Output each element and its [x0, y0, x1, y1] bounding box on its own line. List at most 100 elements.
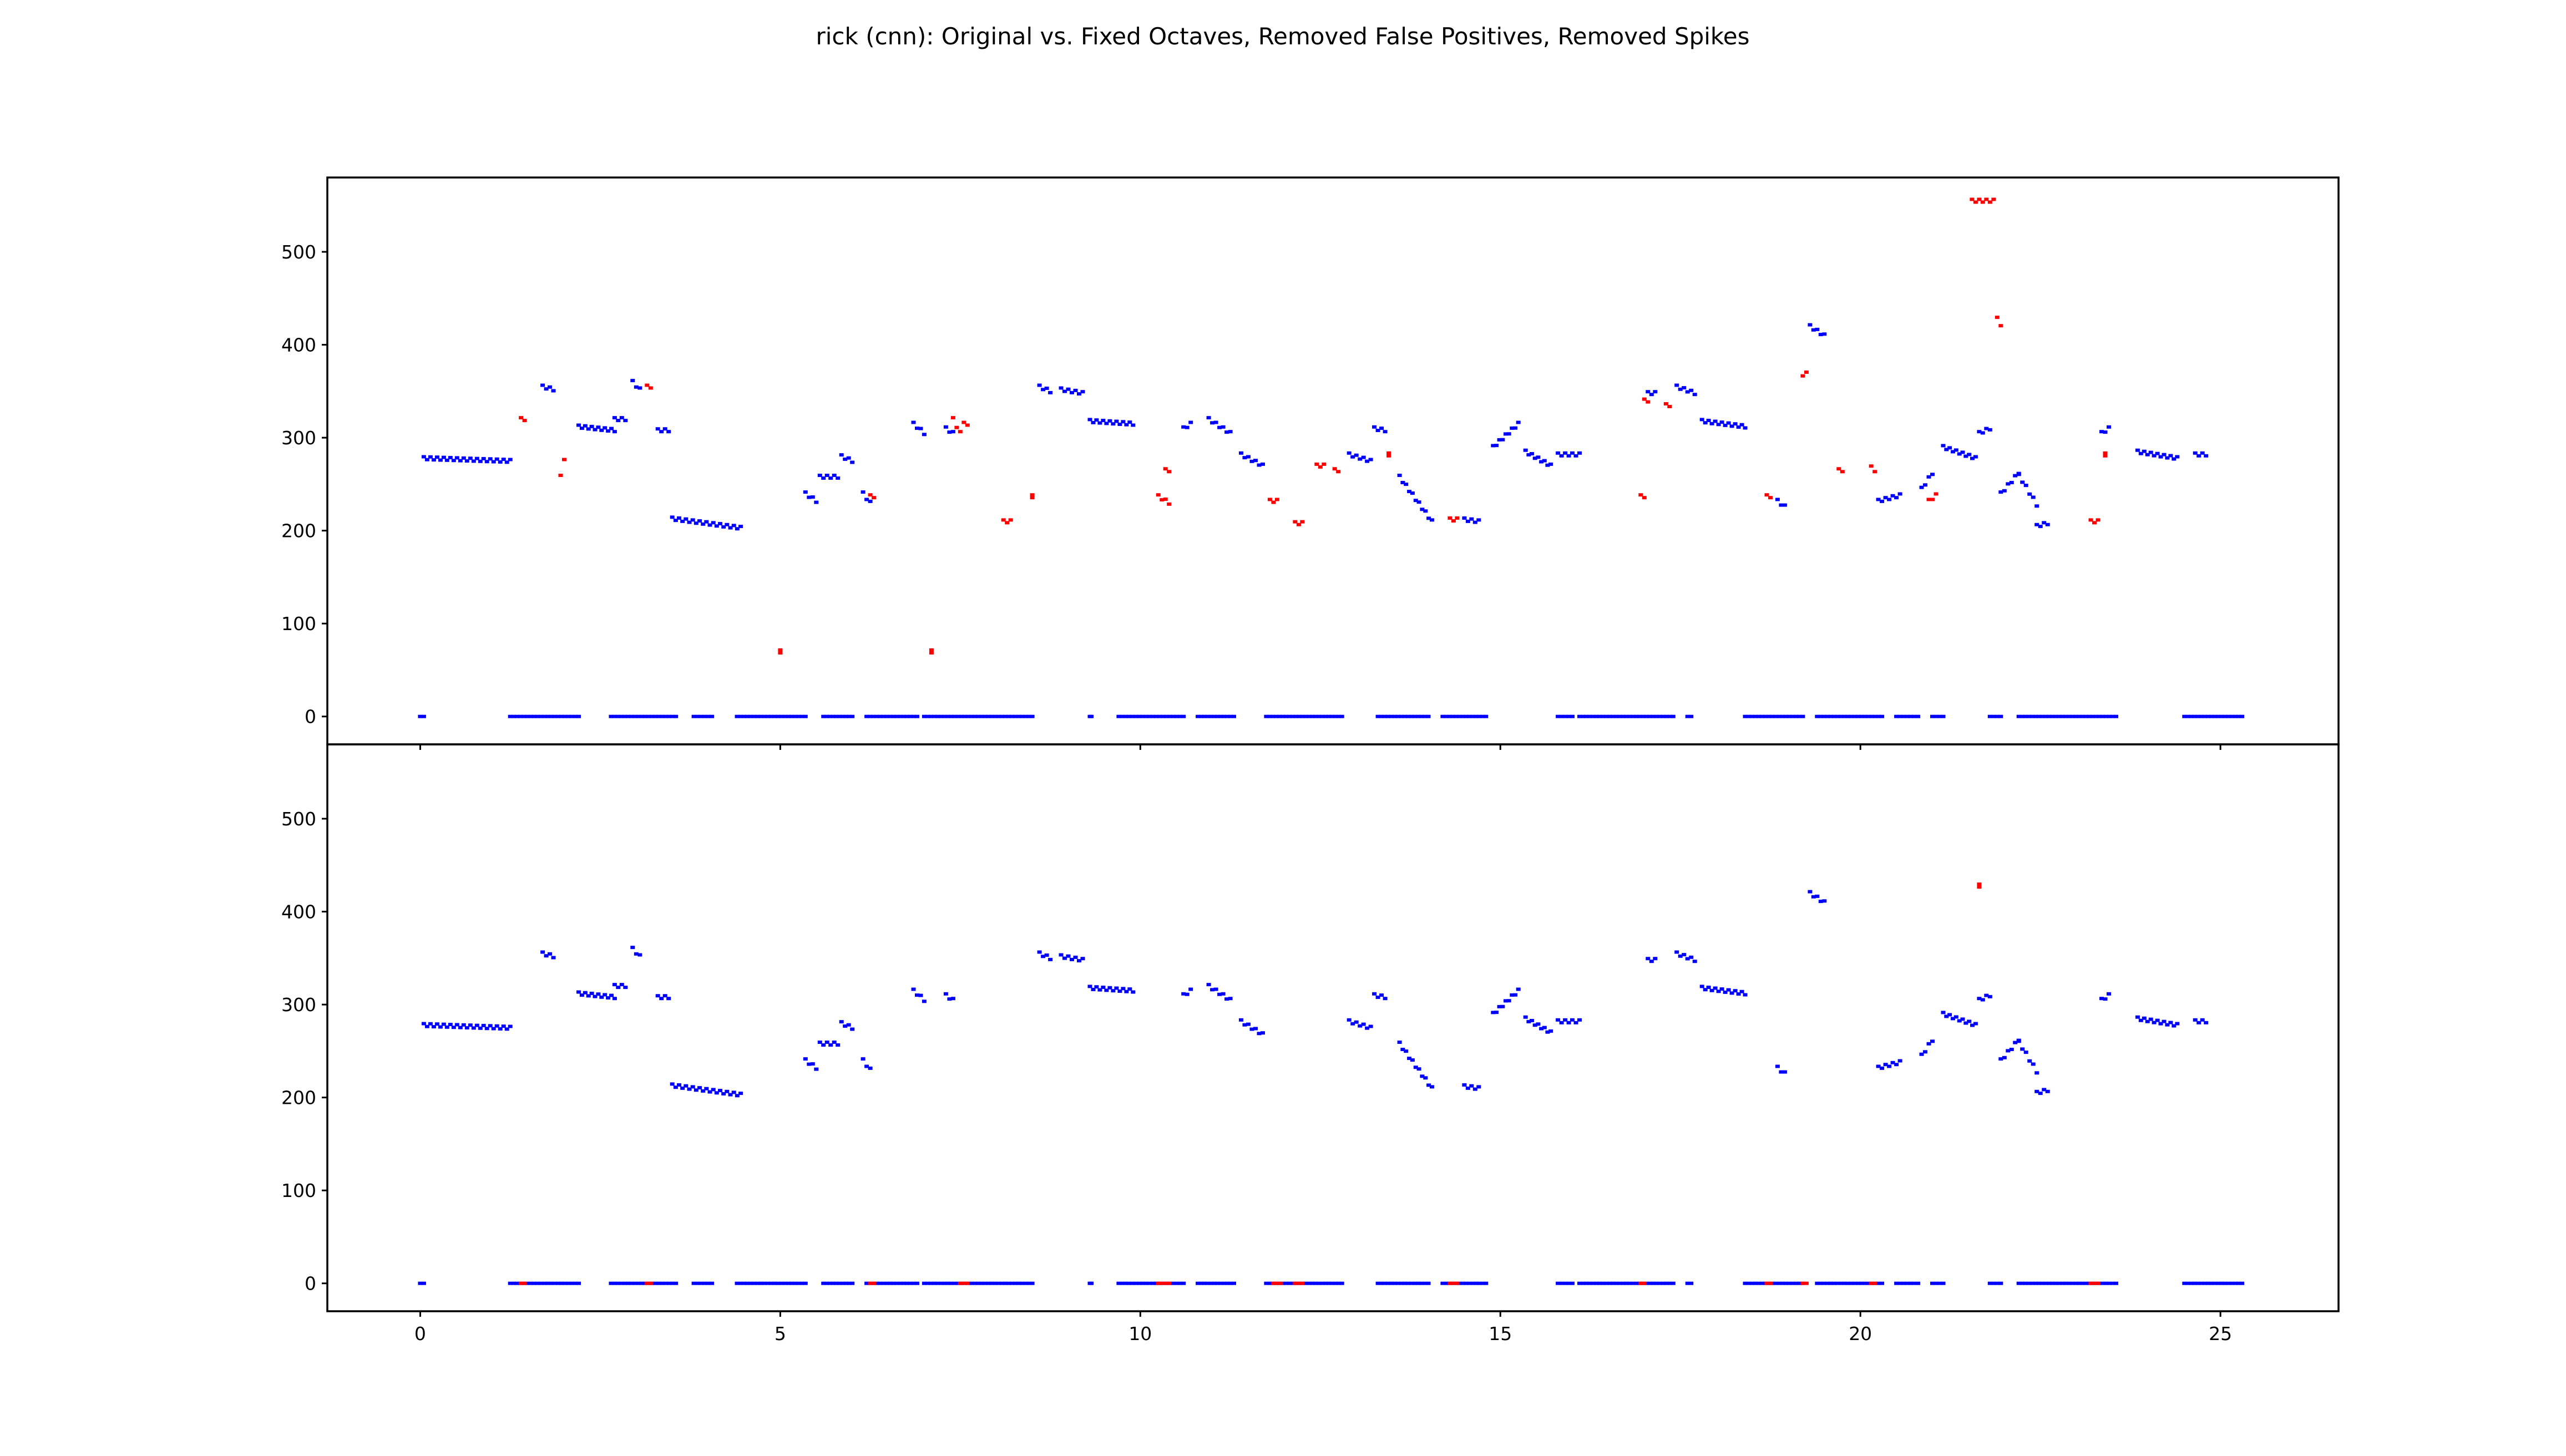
top-blue-point	[1467, 714, 1472, 718]
top-blue-point	[1336, 714, 1341, 718]
bottom-blue-point	[1692, 960, 1697, 963]
top-blue-point	[839, 453, 844, 457]
top-red-point	[558, 474, 563, 477]
top-red-point	[1970, 197, 1975, 201]
bottom-plot-panel: 0 100 200 300 400 500 0 5 10 15 20 25	[281, 743, 2340, 1345]
top-blue-point	[2196, 454, 2201, 458]
bottom-blue-point	[1685, 1281, 1690, 1285]
bottom-blue-point	[1137, 1281, 1142, 1285]
bottom-blue-point	[999, 1281, 1004, 1285]
bottom-blue-point	[1504, 999, 1508, 1003]
top-y-tick-label: 100	[281, 613, 316, 635]
bottom-blue-point	[1661, 1281, 1666, 1285]
bottom-blue-point	[922, 1000, 927, 1003]
bottom-blue-point	[2060, 1281, 2065, 1285]
bottom-blue-point	[1372, 992, 1377, 996]
top-blue-point	[935, 714, 940, 718]
bottom-blue-point	[1897, 1059, 1902, 1063]
top-blue-point	[2185, 714, 2190, 718]
bottom-blue-point	[428, 1022, 433, 1026]
top-red-point	[1267, 498, 1272, 501]
top-blue-point	[884, 714, 889, 718]
top-blue-point	[1723, 423, 1728, 427]
bottom-blue-point	[2042, 1088, 2047, 1092]
top-blue-point	[1261, 462, 1265, 466]
top-blue-point	[451, 459, 456, 463]
bottom-blue-point	[2002, 1056, 2007, 1059]
top-blue-point	[1454, 714, 1459, 718]
top-blue-point	[2236, 714, 2241, 718]
top-blue-point	[2114, 714, 2118, 718]
top-blue-point	[1581, 714, 1586, 718]
top-blue-point	[1399, 714, 1404, 718]
bottom-blue-point	[599, 995, 604, 999]
bottom-blue-point	[1140, 1281, 1145, 1285]
bottom-blue-point	[636, 1281, 641, 1285]
bottom-blue-point	[1120, 1281, 1125, 1285]
top-red-point	[1995, 316, 2000, 319]
bottom-blue-point	[1205, 1281, 1210, 1285]
top-blue-point	[721, 525, 726, 529]
top-blue-point	[786, 714, 791, 718]
top-blue-point	[1883, 496, 1888, 500]
top-blue-point	[1202, 714, 1207, 718]
bottom-blue-point	[1026, 1281, 1031, 1285]
bottom-blue-point	[569, 1281, 574, 1285]
top-blue-point	[1818, 714, 1823, 718]
bottom-blue-point	[622, 1281, 627, 1285]
bottom-blue-point	[1777, 1281, 1781, 1285]
bottom-blue-point	[656, 1281, 661, 1285]
top-blue-point	[2063, 714, 2068, 718]
top-blue-point	[1757, 714, 1761, 718]
bottom-blue-point	[660, 1281, 665, 1285]
bottom-blue-point	[1350, 1022, 1355, 1026]
top-blue-point	[1729, 424, 1734, 428]
top-blue-point	[1181, 425, 1186, 429]
bottom-blue-point	[1991, 1281, 1996, 1285]
bottom-blue-point	[1077, 959, 1081, 963]
top-blue-point	[1048, 390, 1053, 394]
top-blue-point	[2034, 504, 2039, 508]
bottom-blue-point	[1856, 1281, 1861, 1285]
bottom-blue-point	[2216, 1281, 2221, 1285]
top-red-point	[1160, 498, 1165, 502]
top-blue-point	[1003, 714, 1008, 718]
bottom-blue-point	[1413, 1281, 1418, 1285]
top-blue-point	[718, 522, 722, 526]
top-blue-point	[2103, 714, 2108, 718]
top-blue-point	[498, 460, 503, 464]
top-red-point	[1156, 493, 1161, 497]
top-blue-point	[1570, 451, 1575, 455]
top-blue-point	[807, 495, 812, 499]
bottom-blue-point	[1842, 1281, 1847, 1285]
bottom-blue-point	[2103, 997, 2108, 1001]
bottom-blue-point	[634, 952, 639, 956]
top-blue-point	[915, 714, 919, 718]
top-blue-point	[1624, 714, 1629, 718]
bottom-blue-point	[1426, 1281, 1431, 1285]
top-blue-point	[1797, 714, 1802, 718]
bottom-blue-point	[1094, 985, 1099, 989]
top-blue-point	[1504, 432, 1508, 436]
bottom-blue-point	[828, 1043, 833, 1047]
top-blue-point	[918, 427, 923, 430]
top-blue-point	[1020, 714, 1025, 718]
top-blue-point	[539, 714, 544, 718]
bottom-blue-point	[1930, 1281, 1935, 1285]
top-blue-point	[1601, 714, 1606, 718]
bottom-blue-point	[1967, 1019, 1972, 1023]
top-blue-point	[711, 521, 716, 525]
top-blue-point	[1154, 714, 1158, 718]
top-blue-point	[2219, 714, 2224, 718]
bottom-blue-point	[735, 1281, 740, 1285]
bottom-blue-point	[1383, 997, 1388, 1001]
top-blue-point	[444, 458, 449, 462]
top-blue-point	[1661, 714, 1666, 718]
top-blue-point	[1400, 481, 1405, 484]
top-blue-point	[762, 714, 767, 718]
bottom-blue-point	[2209, 1281, 2214, 1285]
bottom-blue-point	[1821, 1281, 1826, 1285]
bottom-blue-point	[741, 1281, 746, 1285]
top-blue-point	[1770, 714, 1775, 718]
top-blue-point	[1423, 509, 1428, 513]
